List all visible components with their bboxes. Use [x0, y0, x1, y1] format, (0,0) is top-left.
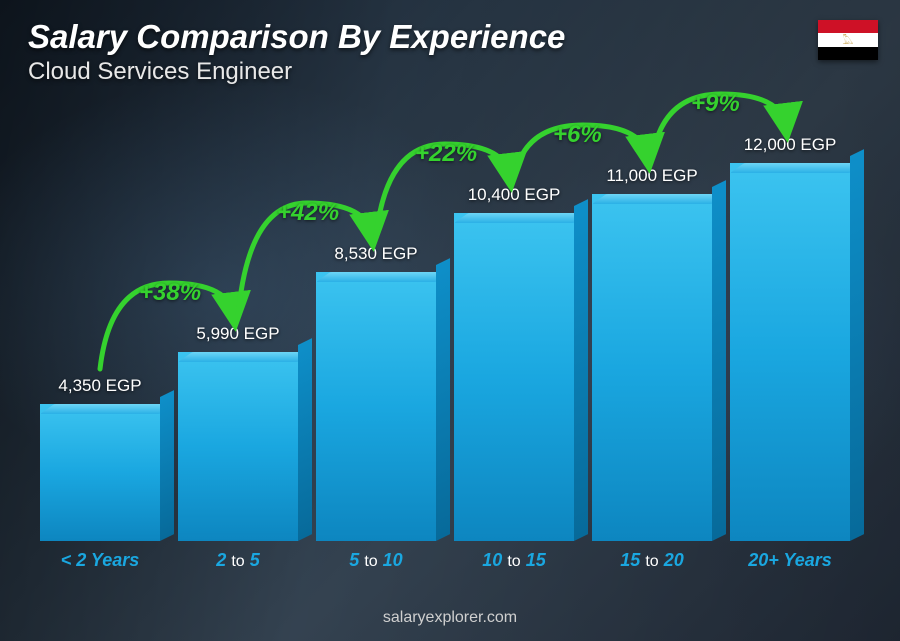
- chart-subtitle: Cloud Services Engineer: [28, 58, 292, 86]
- bar-chart: 4,350 EGP5,990 EGP8,530 EGP10,400 EGP11,…: [40, 120, 850, 571]
- increase-arrow-4: [40, 120, 850, 540]
- footer-attribution: salaryexplorer.com: [0, 609, 900, 627]
- category-label-0: < 2 Years: [40, 550, 160, 571]
- egypt-flag-icon: ‎𓅓: [818, 20, 878, 60]
- category-labels: < 2 Years 2 to 5 5 to 10 10 to 15 15 to 20 20…: [40, 550, 850, 571]
- increase-pct-4: +9%: [691, 90, 740, 118]
- increase-arrows: +38%+42%+22%+6%+9%: [40, 120, 850, 541]
- category-label-5: 20+ Years: [730, 550, 850, 571]
- chart-title: Salary Comparison By Experience: [28, 18, 565, 56]
- chart-stage: Salary Comparison By Experience Cloud Se…: [0, 0, 900, 641]
- category-label-4: 15 to 20: [592, 550, 712, 571]
- flag-stripe-bot: [818, 47, 878, 60]
- category-label-3: 10 to 15: [454, 550, 574, 571]
- category-label-1: 2 to 5: [178, 550, 298, 571]
- flag-eagle-icon: ‎𓅓: [842, 32, 853, 48]
- bar-side: [850, 149, 864, 541]
- category-label-2: 5 to 10: [316, 550, 436, 571]
